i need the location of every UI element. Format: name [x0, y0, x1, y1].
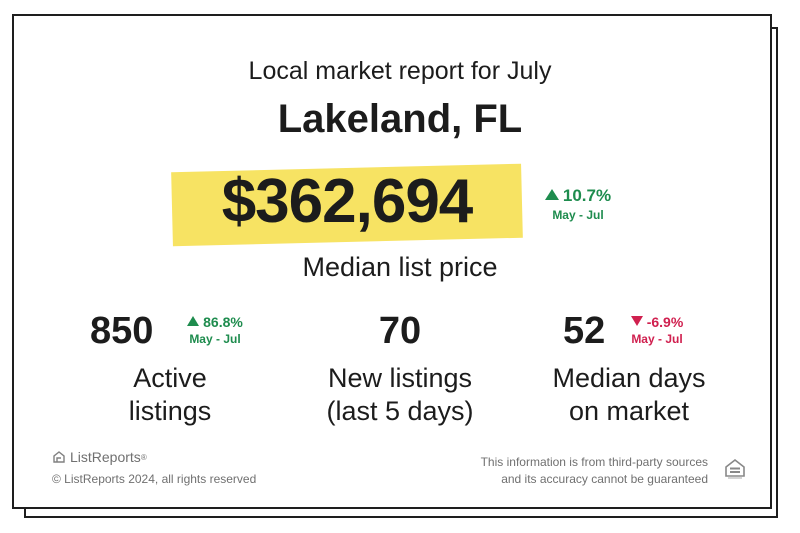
- median-days-change-percent: -6.9%: [646, 314, 684, 330]
- median-days-change-period: May - Jul: [631, 332, 683, 346]
- report-subtitle: Local market report for July: [248, 57, 552, 85]
- active-listings-change: 86.8% May - Jul: [180, 314, 250, 346]
- active-listings-change-period: May - Jul: [189, 332, 241, 346]
- listreports-logo: ListReports ®: [52, 449, 147, 465]
- brand-registered-mark: ®: [140, 452, 147, 462]
- trend-up-icon: [187, 316, 200, 327]
- trend-down-icon: [630, 316, 643, 327]
- new-listings-value: 70: [378, 310, 422, 352]
- median-days-label-line2: on market: [568, 396, 690, 426]
- listreports-logo-icon: [53, 451, 65, 463]
- median-days-label-line1: Median days: [552, 363, 706, 393]
- median-days-label: Median days on market: [520, 362, 738, 428]
- disclaimer-text: This information is from third-party sou…: [408, 454, 708, 488]
- new-listings-label-line1: New listings: [327, 363, 473, 393]
- active-listings-change-percent: 86.8%: [203, 314, 243, 330]
- median-price-value: $362,694: [221, 167, 474, 236]
- median-days-value: 52: [563, 310, 606, 352]
- new-listings-label-line2: (last 5 days): [326, 396, 474, 426]
- active-listings-label: Active listings: [70, 362, 270, 428]
- brand-name: ListReports: [70, 449, 141, 465]
- report-card: [12, 14, 772, 509]
- active-listings-value: 850: [90, 310, 154, 352]
- price-change-period: May - Jul: [552, 208, 604, 222]
- median-days-change: -6.9% May - Jul: [622, 314, 692, 346]
- equal-housing-opportunity-icon: [725, 458, 745, 479]
- copyright-text: © ListReports 2024, all rights reserved: [52, 472, 257, 486]
- disclaimer-line2: and its accuracy cannot be guaranteed: [501, 472, 708, 486]
- trend-up-icon: [544, 189, 559, 201]
- new-listings-label: New listings (last 5 days): [290, 362, 510, 428]
- median-price-label: Median list price: [302, 252, 498, 282]
- price-change-percent: 10.7%: [562, 186, 612, 205]
- price-change: 10.7% May - Jul: [528, 186, 628, 222]
- active-listings-label-line1: Active: [133, 363, 207, 393]
- disclaimer-line1: This information is from third-party sou…: [480, 455, 708, 469]
- active-listings-label-line2: listings: [128, 396, 212, 426]
- city-title: Lakeland, FL: [277, 97, 523, 141]
